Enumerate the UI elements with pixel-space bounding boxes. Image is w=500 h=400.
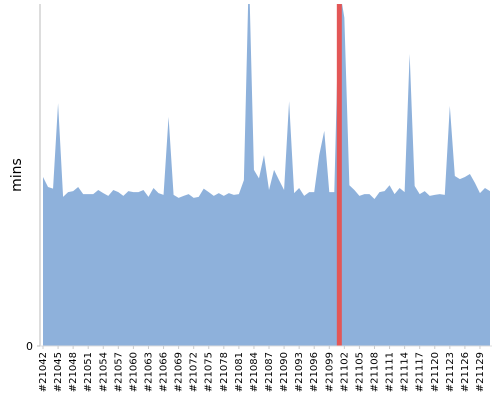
x-tick-label: #21057 <box>113 352 124 392</box>
x-tick-label: #21072 <box>189 352 200 392</box>
x-tick-label: #21042 <box>38 352 49 392</box>
x-tick-label: #21105 <box>354 352 365 392</box>
x-tick-label: #21048 <box>68 352 79 392</box>
x-tick-label: #21114 <box>400 352 411 392</box>
x-tick-label: #21126 <box>460 352 471 392</box>
x-tick-label: #21081 <box>234 352 245 392</box>
highlight-line <box>336 4 342 346</box>
x-tick-label: #21060 <box>128 352 139 392</box>
plot-area <box>43 4 490 346</box>
x-tick-label: #21075 <box>204 352 215 392</box>
x-tick-label: #21084 <box>249 352 260 392</box>
x-tick-label: #21054 <box>98 352 109 392</box>
x-tick-label: #21129 <box>475 352 486 392</box>
x-tick-label: #21090 <box>279 352 290 392</box>
x-tick-label: #21066 <box>159 352 170 392</box>
x-tick-label: #21093 <box>294 352 305 392</box>
y-tick-label: 0 <box>26 340 33 353</box>
x-tick-label: #21051 <box>83 352 94 392</box>
x-tick-label: #21096 <box>309 352 320 392</box>
x-tick-label: #21102 <box>339 352 350 392</box>
x-tick-label: #21087 <box>264 352 275 392</box>
x-tick-label: #21063 <box>143 352 154 392</box>
x-tick-label: #21117 <box>415 352 426 392</box>
x-tick-label: #21099 <box>324 352 335 392</box>
x-tick-label: #21108 <box>369 352 380 392</box>
x-tick-label: #21111 <box>385 352 396 392</box>
x-tick-label: #21123 <box>445 352 456 392</box>
x-tick-label: #21078 <box>219 352 230 392</box>
y-axis-label: mins <box>9 158 25 192</box>
x-tick-label: #21120 <box>430 352 441 392</box>
x-tick-label: #21069 <box>174 352 185 392</box>
area <box>43 4 490 346</box>
x-tick-label: #21045 <box>53 352 64 392</box>
